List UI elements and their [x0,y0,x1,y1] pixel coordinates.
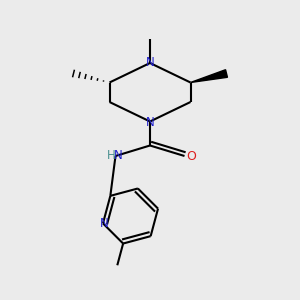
Text: N: N [146,56,154,69]
Text: O: O [186,149,196,163]
Text: N: N [100,217,109,230]
Text: N: N [146,116,154,129]
Text: H: H [107,148,116,162]
Text: N: N [114,148,123,162]
Polygon shape [190,70,227,83]
